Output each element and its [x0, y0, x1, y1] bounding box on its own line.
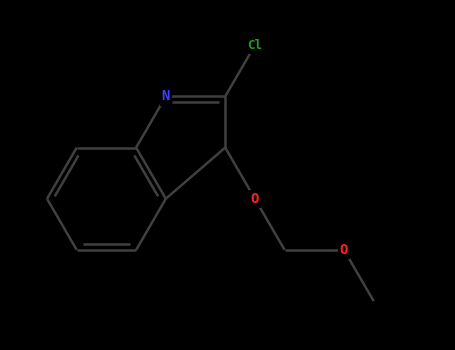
Text: Cl: Cl: [248, 39, 263, 52]
Text: O: O: [340, 243, 348, 257]
Text: O: O: [251, 192, 259, 206]
Text: N: N: [162, 89, 170, 103]
